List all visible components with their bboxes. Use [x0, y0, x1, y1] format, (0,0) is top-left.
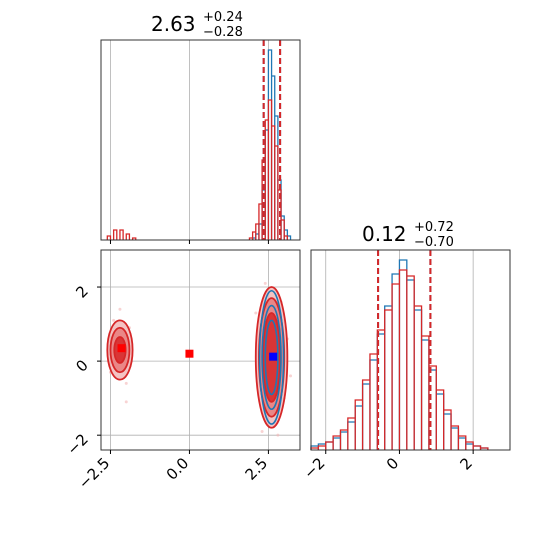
marginal-y-title-value: 0.12 [362, 222, 407, 246]
marginal-y-title: 0.12 +0.72 −0.70 [362, 220, 454, 250]
scatter-point [118, 307, 122, 311]
marginal-x-title-value: 2.63 [151, 12, 196, 36]
x-tick-label: 2 [456, 454, 475, 473]
marginal-y-title-plus: +0.72 [414, 220, 454, 235]
blue-contour-level [258, 289, 285, 425]
blue-contour-level [261, 304, 282, 411]
scatter-point [289, 374, 293, 378]
marginal-histogram-x: 2.63 +0.24 −0.28 [100, 10, 301, 244]
scatter-point [124, 381, 128, 385]
scatter-point [260, 429, 264, 433]
y-tick-label: 2 [72, 282, 91, 301]
marginal-histogram-y: −2 0 2 0.12 +0.72 −0.70 [300, 220, 511, 482]
red-marker [185, 349, 194, 358]
y-tick-label: 0 [72, 356, 91, 375]
marginal-y-title-minus: −0.70 [414, 235, 454, 250]
red-marker [117, 344, 126, 353]
marginal-x-title-plus: +0.24 [203, 10, 243, 25]
x-tick-label: −2.5 [75, 454, 113, 492]
joint-contour-panel: −2.5 0.0 2.5 −2 0 2 [63, 249, 301, 493]
marginal-y-frame [310, 249, 511, 451]
x-tick-label: 0 [383, 454, 402, 473]
scatter-point [254, 311, 258, 315]
y-tick-label: −2 [63, 430, 91, 458]
scatter-point [276, 433, 280, 437]
x-tick-label: 2.5 [242, 454, 272, 484]
red-histogram-steps [106, 99, 289, 240]
marginal-x-title: 2.63 +0.24 −0.28 [151, 10, 243, 40]
scatter-point [124, 400, 128, 404]
x-tick-label: 0.0 [163, 454, 193, 484]
scatter-point [112, 318, 116, 322]
marginal-x-frame [100, 39, 301, 241]
scatter-point [263, 281, 267, 285]
x-tick-label: −2 [300, 454, 328, 482]
red-histogram-steps [310, 269, 489, 450]
blue-contour-level [264, 319, 279, 396]
blue-marker [269, 352, 278, 361]
joint-frame [100, 249, 301, 451]
marginal-x-title-minus: −0.28 [203, 25, 243, 40]
